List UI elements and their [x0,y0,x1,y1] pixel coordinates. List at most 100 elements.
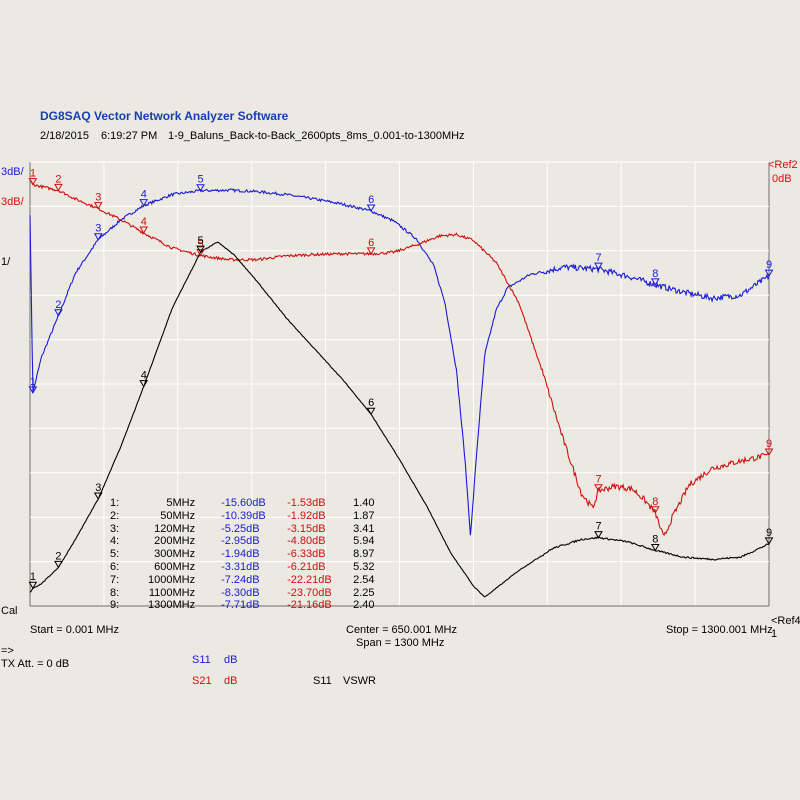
marker-index: 9: [110,599,120,612]
marker-index: 4: [110,535,120,548]
marker-triangle[interactable] [93,492,103,500]
marker-triangle[interactable] [196,249,205,257]
marker-number: 4 [141,370,147,382]
marker-row: 5: 300MHz -1.94dB -6.33dB 8.97 [100,548,393,561]
marker-triangle[interactable] [93,233,103,241]
marker-s21-db: -3.15dB [287,522,326,535]
marker-s11-db: -1.94dB [221,548,260,561]
marker-vswr: 3.41 [353,522,375,535]
marker-index: 1: [110,497,120,509]
marker-index: 5: [110,548,120,561]
marker-number: 8 [652,534,658,546]
marker-number: 3 [95,223,101,235]
legend-s11-db-unit[interactable]: dB [224,654,238,666]
marker-frequency: 120MHz [154,522,196,535]
marker-triangle[interactable] [28,581,38,590]
marker-triangle[interactable] [650,506,660,514]
ref4-level: 1 [771,628,778,640]
marker-number: 7 [595,474,601,486]
marker-vswr: 8.97 [353,548,375,561]
marker-number: 6 [368,194,374,206]
marker-number: 8 [652,496,658,508]
legend-s11-db-trace[interactable]: S11 [192,654,211,666]
trace-s11-db [29,188,770,536]
marker-vswr: 5.94 [353,535,375,548]
measurement-date: 2/18/2015 [40,130,89,142]
ref2-label: <Ref2 [768,159,798,171]
marker-number: 3 [95,192,101,204]
marker-number: 5 [198,174,204,186]
marker-number: 7 [595,252,601,264]
legend-s21-db-unit[interactable]: dB [224,675,238,687]
marker-triangle[interactable] [196,184,205,192]
marker-triangle[interactable] [594,262,603,271]
marker-table: 1: 5MHz -15.60dB -1.53dB 1.40 2: 50MHz -10.39dB… [100,497,393,612]
marker-triangle[interactable] [139,380,149,388]
marker-number: 2 [55,299,61,311]
legend-s11-vswr-unit[interactable]: VSWR [343,675,376,687]
marker-row: 4: 200MHz -2.95dB -4.80dB 5.94 [100,535,393,548]
marker-triangle[interactable] [54,309,63,317]
marker-s21-db: -21.16dB [287,599,332,612]
marker-frequency: 200MHz [154,535,196,548]
marker-s11-db: -15.60dB [221,497,266,509]
marker-triangle[interactable] [93,202,103,210]
marker-vswr: 2.54 [353,573,375,586]
marker-triangle[interactable] [366,204,376,212]
s21-scale-label: 3dB/ [1,196,24,208]
app-title: DG8SAQ Vector Network Analyzer Software [40,109,289,123]
marker-triangle[interactable] [54,183,63,192]
marker-row: 6: 600MHz -3.31dB -6.21dB 5.32 [100,561,393,574]
marker-triangle[interactable] [196,245,205,254]
marker-triangle[interactable] [139,226,149,235]
measurement-time: 6:19:27 PM [101,130,158,142]
marker-s21-db: -23.70dB [287,586,332,599]
marker-index: 8: [110,586,120,599]
marker-number: 9 [766,438,772,450]
marker-triangle[interactable] [54,560,63,569]
marker-vswr: 1.87 [353,509,375,522]
vswr-scale-label: 1/ [1,256,11,268]
marker-s21-db: -1.53dB [287,497,326,509]
marker-number: 3 [95,482,101,494]
marker-triangle[interactable] [28,386,38,394]
marker-triangle[interactable] [764,448,774,457]
marker-triangle[interactable] [764,537,774,545]
marker-frequency: 1000MHz [148,573,196,586]
start-freq: Start = 0.001 MHz [30,624,119,636]
marker-row: 2: 50MHz -10.39dB -1.92dB 1.87 [100,510,393,523]
trace-s21-db [29,179,770,536]
marker-row: 8: 1100MHz -8.30dB -23.70dB 2.25 [100,587,393,600]
marker-s21-db: -6.21dB [287,560,326,573]
marker-number: 6 [368,397,374,409]
marker-triangle[interactable] [594,531,603,539]
marker-s11-db: -8.30dB [221,586,260,599]
marker-triangle[interactable] [366,407,376,416]
trace-s11-vswr [29,241,770,598]
center-freq: Center = 650.001 MHz [346,624,457,636]
marker-number: 1 [30,571,36,583]
legend-s11-vswr-trace[interactable]: S11 [313,675,332,687]
marker-triangle[interactable] [139,199,149,207]
marker-triangle[interactable] [650,544,660,552]
marker-number: 4 [141,216,147,228]
chart-traces [29,179,770,598]
span-freq: Span = 1300 MHz [356,637,445,649]
marker-number: 2 [55,550,61,562]
marker-triangle[interactable] [366,247,376,255]
marker-number: 9 [766,527,772,539]
marker-frequency: 600MHz [154,560,196,573]
stop-freq: Stop = 1300.001 MHz [666,624,773,636]
marker-number: 1 [30,376,36,388]
marker-row: 1: 5MHz -15.60dB -1.53dB 1.40 [100,497,393,510]
marker-s11-db: -5.25dB [221,522,260,535]
legend-s21-db-trace[interactable]: S21 [192,675,212,687]
marker-triangle[interactable] [28,178,38,186]
marker-triangle[interactable] [650,278,660,286]
marker-index: 3: [110,522,120,535]
marker-triangle[interactable] [764,269,774,278]
s11-scale-label: 3dB/ [1,166,24,178]
marker-triangle[interactable] [594,484,603,492]
cal-label: Cal [1,605,18,617]
